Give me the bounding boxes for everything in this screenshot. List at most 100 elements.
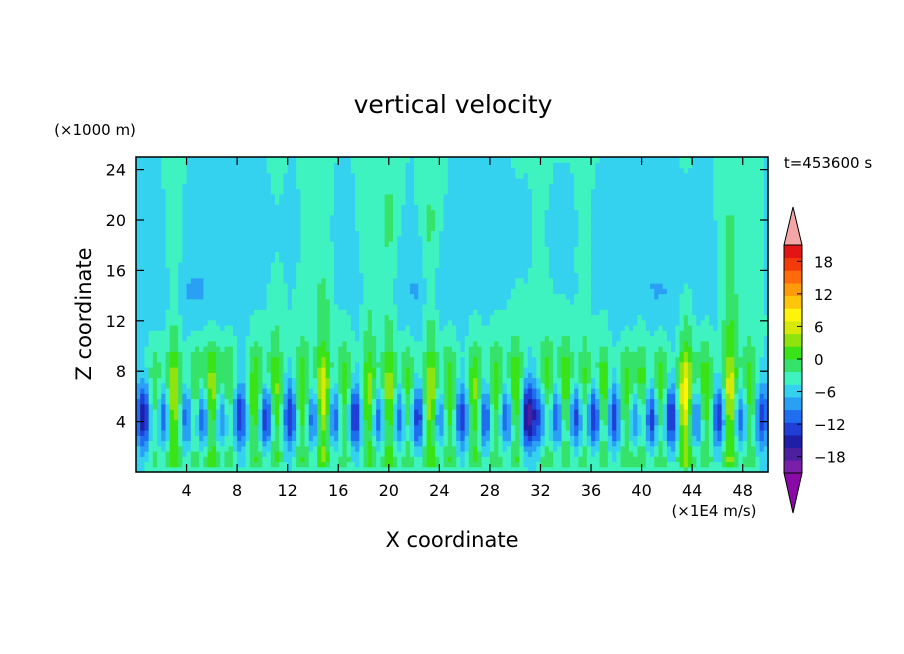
heatmap-cell <box>599 351 605 358</box>
heatmap-cell <box>266 424 272 431</box>
heatmap-cell <box>401 340 407 347</box>
heatmap-cell <box>283 330 289 337</box>
heatmap-cell <box>595 403 601 410</box>
heatmap-cell <box>161 325 167 331</box>
heatmap-cell <box>186 330 192 337</box>
heatmap-cell <box>700 388 706 394</box>
heatmap-cell <box>565 393 571 400</box>
heatmap-cell <box>275 466 280 473</box>
heatmap-cell <box>536 461 542 468</box>
heatmap-cell <box>350 314 356 321</box>
heatmap-cell <box>393 351 398 358</box>
heatmap-cell <box>603 388 609 394</box>
heatmap-cell <box>199 367 205 373</box>
heatmap-cell <box>414 367 419 373</box>
heatmap-cell <box>620 351 626 358</box>
heatmap-cell <box>540 340 546 347</box>
heatmap-cell <box>228 346 234 352</box>
heatmap-cell <box>553 361 558 368</box>
heatmap-cell <box>325 451 331 457</box>
heatmap-cell <box>696 451 702 457</box>
heatmap-cell <box>186 435 192 442</box>
heatmap-cell <box>371 440 377 447</box>
heatmap-cell <box>380 335 386 342</box>
heatmap-cell <box>296 398 301 405</box>
heatmap-cell <box>300 451 306 457</box>
heatmap-cell <box>409 445 415 452</box>
heatmap-cell <box>350 346 356 352</box>
heatmap-cell <box>523 325 529 331</box>
heatmap-cell <box>262 293 268 300</box>
heatmap-cell <box>169 466 175 473</box>
heatmap-cell <box>346 419 352 426</box>
heatmap-cell <box>645 403 651 410</box>
heatmap-cell <box>734 309 740 316</box>
heatmap-cell <box>679 414 685 421</box>
heatmap-cell <box>279 314 285 321</box>
heatmap-cell <box>489 445 495 452</box>
heatmap-cell <box>696 388 702 394</box>
heatmap-cell <box>190 293 196 300</box>
heatmap-cell <box>224 440 230 447</box>
heatmap-cell <box>371 403 377 410</box>
heatmap-cell <box>721 466 727 473</box>
heatmap-cell <box>140 456 146 463</box>
heatmap-cell <box>178 335 183 342</box>
heatmap-cell <box>692 456 697 463</box>
heatmap-cell <box>506 461 512 468</box>
heatmap-cell <box>713 314 719 321</box>
heatmap-cell <box>380 304 386 310</box>
heatmap-cell <box>371 377 377 384</box>
heatmap-cell <box>557 424 563 431</box>
heatmap-cell <box>645 314 651 321</box>
heatmap-cell <box>350 361 356 368</box>
heatmap-cell <box>363 346 369 352</box>
heatmap-cell <box>637 403 643 410</box>
heatmap-cell <box>216 409 221 415</box>
heatmap-cell <box>245 309 251 316</box>
heatmap-cell <box>216 377 221 384</box>
heatmap-cell <box>666 330 672 337</box>
heatmap-cell <box>452 335 457 342</box>
heatmap-cell <box>671 461 676 468</box>
heatmap-cell <box>738 330 744 337</box>
heatmap-cell <box>384 382 390 389</box>
heatmap-cell <box>207 340 213 347</box>
heatmap-cell <box>165 309 171 316</box>
heatmap-cell <box>418 424 424 431</box>
heatmap-cell <box>199 393 205 400</box>
heatmap-cell <box>161 398 167 405</box>
heatmap-cell <box>734 356 740 363</box>
heatmap-cell <box>565 351 571 358</box>
heatmap-cell <box>481 340 487 347</box>
heatmap-cell <box>452 451 457 457</box>
heatmap-cell <box>194 435 200 442</box>
heatmap-cell <box>220 335 226 342</box>
heatmap-cell <box>207 388 213 394</box>
heatmap-cell <box>300 430 306 436</box>
heatmap-cell <box>435 403 440 410</box>
heatmap-cell <box>468 340 474 347</box>
heatmap-cell <box>515 351 521 358</box>
heatmap-cell <box>308 372 314 379</box>
heatmap-cell <box>683 372 689 379</box>
heatmap-cell <box>692 367 697 373</box>
heatmap-cell <box>498 466 504 473</box>
heatmap-cell <box>300 466 306 473</box>
heatmap-cell <box>498 430 504 436</box>
heatmap-cell <box>152 361 158 368</box>
heatmap-cell <box>262 445 268 452</box>
heatmap-cell <box>418 456 424 463</box>
heatmap-cell <box>140 330 146 337</box>
heatmap-cell <box>477 304 483 310</box>
heatmap-cell <box>262 335 268 342</box>
heatmap-cell <box>211 403 217 410</box>
heatmap-cell <box>709 335 714 342</box>
heatmap-cell <box>283 325 289 331</box>
heatmap-cell <box>270 367 276 373</box>
heatmap-cell <box>165 398 171 405</box>
heatmap-cell <box>616 304 622 310</box>
heatmap-cell <box>603 398 609 405</box>
heatmap-cell <box>633 398 638 405</box>
heatmap-cell <box>704 314 710 321</box>
